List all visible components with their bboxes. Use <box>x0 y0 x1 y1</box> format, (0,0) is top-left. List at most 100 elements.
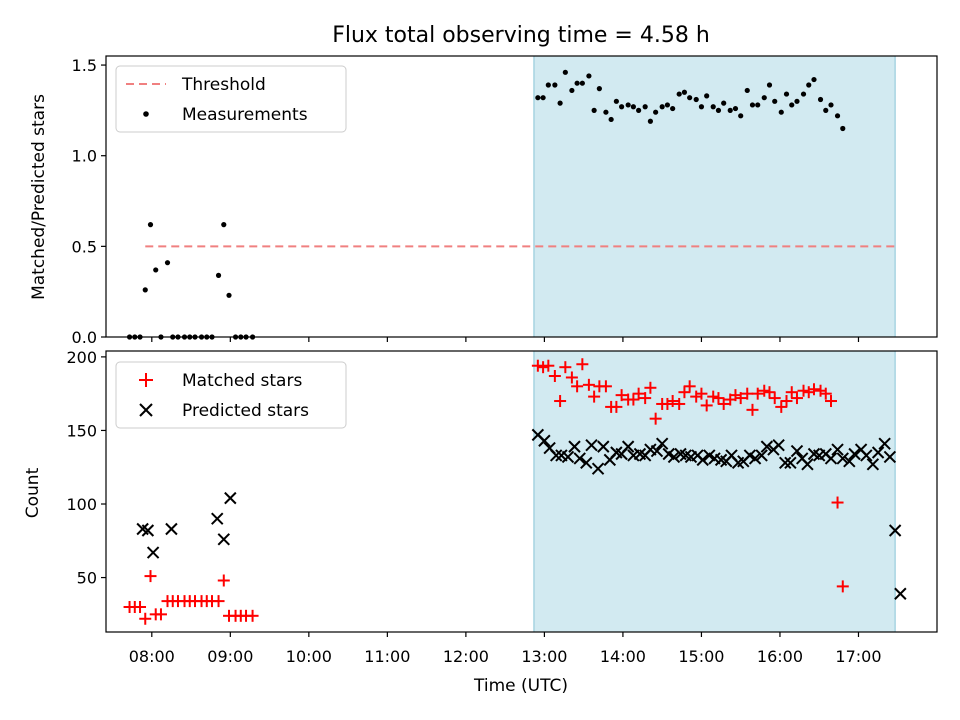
measurement-point <box>732 105 739 112</box>
x-tick-label: 08:00 <box>129 647 175 666</box>
x-tick-label: 10:00 <box>286 647 332 666</box>
predicted-star-point <box>573 452 586 465</box>
measurement-point <box>625 102 631 108</box>
matched-star-point <box>548 370 561 383</box>
measurement-point <box>562 69 568 75</box>
predicted-star-point <box>878 437 891 450</box>
matched-star-point <box>775 400 788 413</box>
measurement-point <box>670 105 676 112</box>
matched-star-point <box>734 392 747 405</box>
legend-bottom: Matched stars Predicted stars <box>115 361 347 429</box>
predicted-star-point <box>650 444 664 458</box>
predicted-star-point <box>772 438 785 452</box>
matched-star-point <box>554 395 567 408</box>
measurement-point <box>778 109 784 115</box>
measurement-point <box>569 87 575 94</box>
measurement-point <box>596 86 602 92</box>
legend-top: Threshold Measurements <box>115 65 347 133</box>
matched-star-point <box>807 383 820 396</box>
x-tick-label: 14:00 <box>600 647 646 666</box>
measurement-point <box>613 98 619 104</box>
matched-star-point <box>627 393 640 406</box>
predicted-star-point <box>784 456 797 470</box>
x-tick-label: 09:00 <box>207 647 253 666</box>
matched-star-point <box>154 608 167 621</box>
predicted-star-point <box>597 440 610 453</box>
x-tick-label: 13:00 <box>521 647 567 666</box>
y-axis-label-bottom: Count <box>23 467 43 518</box>
matched-star-point <box>790 392 803 405</box>
predicted-star-point <box>790 444 804 458</box>
measurement-point <box>744 87 750 94</box>
measurement-point <box>710 104 716 110</box>
top-panel-frame <box>105 55 938 338</box>
predicted-star-point <box>217 533 230 546</box>
predicted-star-point <box>585 438 598 452</box>
matched-star-point <box>582 378 595 391</box>
measurement-point <box>659 104 665 110</box>
matched-star-point <box>751 387 764 400</box>
matched-star-point <box>741 387 754 400</box>
bottom-panel-frame <box>105 350 938 633</box>
matched-star-point <box>649 412 662 425</box>
legend-predicted-swatch <box>139 403 153 417</box>
matched-star-point <box>588 390 601 403</box>
measurement-point <box>664 102 671 108</box>
measurement-point <box>789 102 795 108</box>
measurement-point <box>687 95 693 101</box>
y-tick-label-top: 1.5 <box>72 56 97 75</box>
predicted-star-point <box>843 455 856 468</box>
x-axis-label: Time (UTC) <box>473 676 568 696</box>
measurement-point <box>153 267 159 273</box>
predicted-star-point <box>748 452 762 465</box>
measurement-point <box>540 95 546 101</box>
measurement-point <box>221 222 227 228</box>
matched-star-point <box>565 371 578 384</box>
matched-star-point <box>673 397 686 410</box>
matched-star-point <box>700 399 713 412</box>
matched-star-point <box>531 359 544 372</box>
y-ticks-bottom: 50 100 150 200 <box>66 348 106 588</box>
matched-star-point <box>571 380 584 393</box>
bottom-panel: 50 100 150 200 08:00 09:00 10:00 11:00 12:00 13:… <box>23 348 938 696</box>
matched-star-point <box>576 358 589 371</box>
matched-star-point <box>758 384 771 397</box>
matched-star-point <box>683 380 696 393</box>
measurement-point <box>749 102 756 108</box>
x-ticks-bottom: 08:00 09:00 10:00 11:00 12:00 13:00 14:00 15:00… <box>129 632 882 666</box>
measurement-point <box>215 272 222 278</box>
measurement-point <box>721 100 727 106</box>
measurement-point <box>642 104 648 110</box>
measurement-point <box>828 102 834 108</box>
y-tick-label-top: 1.0 <box>72 147 97 166</box>
legend-top-box <box>115 65 347 133</box>
matched-star-point <box>836 580 849 593</box>
predicted-star-point <box>894 587 907 600</box>
measurement-point <box>772 98 778 104</box>
matched-star-point <box>246 609 259 622</box>
measurement-point <box>545 82 551 88</box>
measurement-point <box>834 113 841 119</box>
y-tick-label-bottom: 150 <box>66 421 97 440</box>
matched-star-point <box>824 395 837 408</box>
measurement-point <box>738 113 744 119</box>
legend-bottom-box <box>115 361 347 429</box>
predicted-star-point <box>621 440 635 453</box>
chart-title: Flux total observing time = 4.58 h <box>332 23 710 48</box>
measurement-point <box>142 287 148 293</box>
matched-star-point <box>632 387 645 400</box>
predicted-star-point <box>883 450 897 464</box>
matched-star-point <box>542 359 555 372</box>
measurement-point <box>755 102 761 108</box>
legend-threshold-label: Threshold <box>181 75 266 95</box>
matched-star-point <box>661 397 674 410</box>
matched-star-point <box>819 387 832 400</box>
measurement-point <box>811 76 817 83</box>
measurement-point <box>591 107 597 113</box>
top-panel: 0.0 0.5 1.0 1.5 Matched/Predicted stars Thr… <box>29 55 938 347</box>
shaded-span-bottom <box>533 350 896 633</box>
predicted-star-point <box>146 546 160 559</box>
x-tick-label: 15:00 <box>678 647 724 666</box>
predicted-star-point <box>165 522 178 536</box>
